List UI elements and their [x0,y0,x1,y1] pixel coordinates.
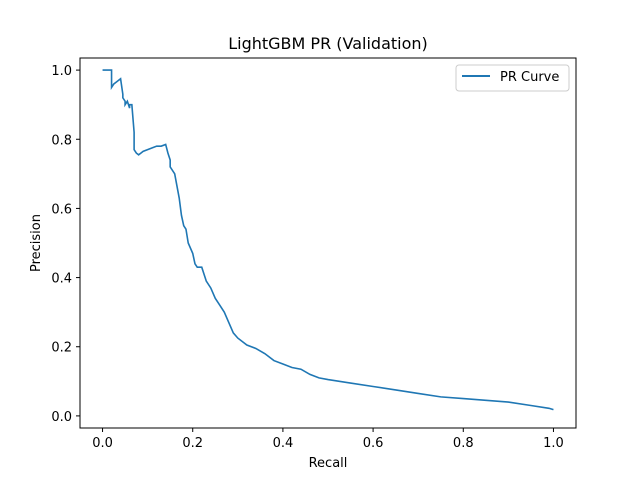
y-tick-label: 1.0 [51,64,72,79]
legend-entry-pr-curve: PR Curve [500,70,559,85]
y-tick-label: 0.0 [51,410,72,425]
series-line-pr-curve [102,69,554,411]
x-tick-label: 0.0 [92,436,113,451]
legend-box [455,64,570,92]
x-tick-label: 0.6 [363,436,384,451]
legend: PR Curve [455,64,570,92]
y-tick-label: 0.2 [51,341,72,356]
y-axis-label: Precision [29,214,44,272]
x-axis-label: Recall [309,456,348,471]
y-axis-ticks: 0.0 0.2 0.4 0.6 0.8 1.0 [51,64,80,425]
y-tick-label: 0.4 [51,272,72,287]
y-tick-label: 0.8 [51,133,72,148]
x-tick-label: 1.0 [543,436,564,451]
x-tick-label: 0.2 [182,436,203,451]
chart-title: LightGBM PR (Validation) [228,34,428,53]
x-tick-label: 0.4 [273,436,294,451]
y-tick-label: 0.6 [51,202,72,217]
x-axis-ticks: 0.0 0.2 0.4 0.6 0.8 1.0 [92,428,564,451]
plot-frame [79,57,577,429]
x-tick-label: 0.8 [453,436,474,451]
plot-area: 0.0 0.2 0.4 0.6 0.8 1.0 0.0 0.2 0.4 0.6 0.8 1.0 [51,57,577,451]
series-layer [102,69,554,411]
